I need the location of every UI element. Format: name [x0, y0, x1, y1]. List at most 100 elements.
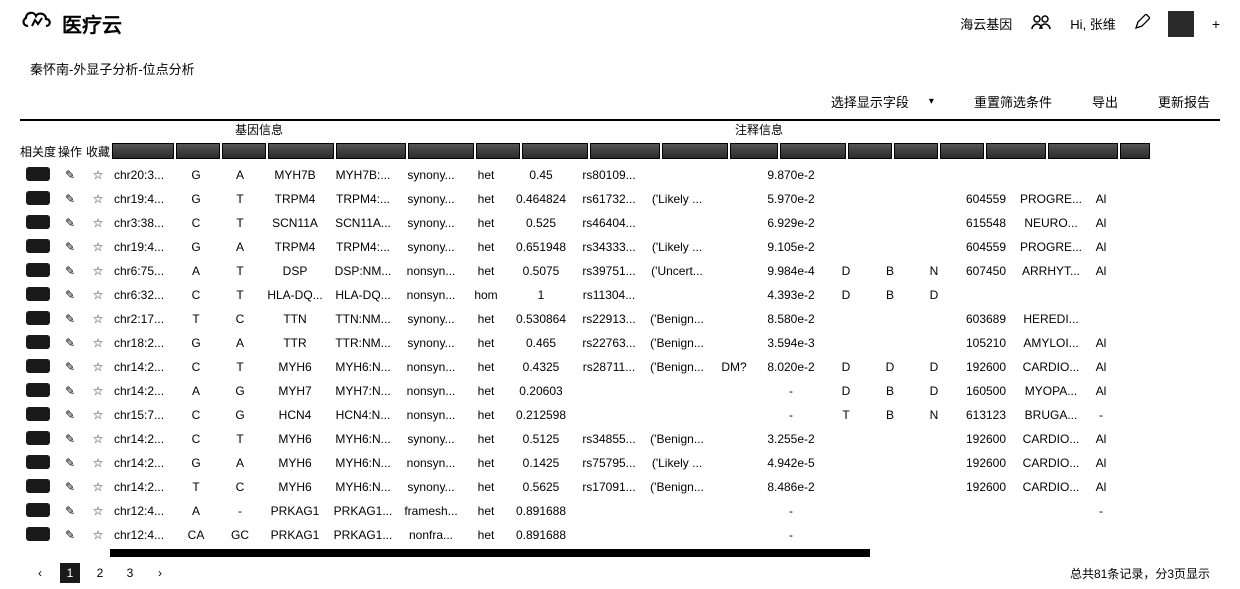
star-icon[interactable]: ☆	[93, 240, 104, 254]
star-icon[interactable]: ☆	[93, 456, 104, 470]
table-row[interactable]: ✎☆chr20:3...GAMYH7BMYH7B:...synony...het…	[20, 163, 1220, 187]
edit-icon[interactable]: ✎	[65, 528, 75, 542]
org-name[interactable]: 海云基因	[960, 14, 1012, 33]
table-row[interactable]: ✎☆chr19:4...GATRPM4TRPM4:...synony...het…	[20, 235, 1220, 259]
column-header[interactable]	[1120, 143, 1150, 159]
pager-page-3[interactable]: 3	[120, 563, 140, 583]
horizontal-scrollbar[interactable]	[110, 549, 870, 557]
refresh-button[interactable]: 更新报告	[1158, 92, 1210, 111]
star-icon[interactable]: ☆	[93, 336, 104, 350]
export-button[interactable]: 导出	[1092, 92, 1118, 111]
column-header[interactable]	[336, 143, 406, 159]
edit-icon[interactable]: ✎	[65, 480, 75, 494]
cell-omim: 615548	[956, 216, 1016, 230]
edit-icon[interactable]: ✎	[65, 288, 75, 302]
column-header[interactable]	[268, 143, 334, 159]
cell-zyg: het	[464, 192, 508, 206]
star-icon[interactable]: ☆	[93, 432, 104, 446]
table-row[interactable]: ✎☆chr3:38...CTSCN11ASCN11A...synony...he…	[20, 211, 1220, 235]
table-row[interactable]: ✎☆chr14:2...TCMYH6MYH6:N...synony...het0…	[20, 475, 1220, 499]
table-row[interactable]: ✎☆chr14:2...GAMYH6MYH6:N...nonsyn...het0…	[20, 451, 1220, 475]
pager-next[interactable]: ›	[150, 563, 170, 583]
star-icon[interactable]: ☆	[93, 216, 104, 230]
column-header[interactable]	[986, 143, 1046, 159]
dark-square-button[interactable]	[1168, 11, 1194, 37]
pen-icon[interactable]	[1134, 14, 1150, 33]
star-icon[interactable]: ☆	[93, 288, 104, 302]
table-row[interactable]: ✎☆chr15:7...CGHCN4HCN4:N...nonsyn...het0…	[20, 403, 1220, 427]
table-row[interactable]: ✎☆chr14:2...CTMYH6MYH6:N...synony...het0…	[20, 427, 1220, 451]
column-header[interactable]	[176, 143, 220, 159]
table-row[interactable]: ✎☆chr12:4...CAGCPRKAG1PRKAG1...nonfra...…	[20, 523, 1220, 547]
edit-icon[interactable]: ✎	[65, 336, 75, 350]
header-operate[interactable]: 操作	[56, 143, 84, 160]
table-row[interactable]: ✎☆chr19:4...GTTRPM4TRPM4:...synony...het…	[20, 187, 1220, 211]
column-header[interactable]	[940, 143, 984, 159]
edit-icon[interactable]: ✎	[65, 504, 75, 518]
column-header[interactable]	[408, 143, 474, 159]
edit-icon[interactable]: ✎	[65, 264, 75, 278]
star-icon[interactable]: ☆	[93, 192, 104, 206]
column-header[interactable]	[476, 143, 520, 159]
cell-gene: TTN	[262, 312, 328, 326]
cell-p1: D	[824, 288, 868, 302]
column-header[interactable]	[894, 143, 938, 159]
edit-icon[interactable]: ✎	[65, 240, 75, 254]
header-favorite[interactable]: 收藏	[84, 143, 112, 160]
star-icon[interactable]: ☆	[93, 528, 104, 542]
reset-filter-button[interactable]: 重置筛选条件	[974, 92, 1052, 111]
plus-icon[interactable]: +	[1212, 16, 1220, 32]
star-icon[interactable]: ☆	[93, 408, 104, 422]
cell-ex: Al	[1086, 192, 1116, 206]
cell-gene: TTR	[262, 336, 328, 350]
column-header[interactable]	[662, 143, 728, 159]
pager-page-2[interactable]: 2	[90, 563, 110, 583]
column-header[interactable]	[522, 143, 588, 159]
table-row[interactable]: ✎☆chr6:75...ATDSPDSP:NM...nonsyn...het0.…	[20, 259, 1220, 283]
star-icon[interactable]: ☆	[93, 264, 104, 278]
star-icon[interactable]: ☆	[93, 480, 104, 494]
star-icon[interactable]: ☆	[93, 168, 104, 182]
cell-chr: chr14:2...	[112, 384, 174, 398]
edit-icon[interactable]: ✎	[65, 432, 75, 446]
cell-ex: -	[1086, 504, 1116, 518]
edit-icon[interactable]: ✎	[65, 216, 75, 230]
star-icon[interactable]: ☆	[93, 360, 104, 374]
column-header[interactable]	[1048, 143, 1118, 159]
table-row[interactable]: ✎☆chr18:2...GATTRTTR:NM...synony...het0.…	[20, 331, 1220, 355]
table-row[interactable]: ✎☆chr14:2...CTMYH6MYH6:N...nonsyn...het0…	[20, 355, 1220, 379]
edit-icon[interactable]: ✎	[65, 192, 75, 206]
column-header[interactable]	[780, 143, 846, 159]
edit-icon[interactable]: ✎	[65, 384, 75, 398]
edit-icon[interactable]: ✎	[65, 360, 75, 374]
cell-zyg: het	[464, 408, 508, 422]
star-icon[interactable]: ☆	[93, 384, 104, 398]
header-relevance[interactable]: 相关度	[20, 143, 56, 160]
cell-alt: T	[218, 264, 262, 278]
users-icon[interactable]	[1030, 14, 1052, 33]
column-header[interactable]	[222, 143, 266, 159]
table-row[interactable]: ✎☆chr6:32...CTHLA-DQ...HLA-DQ...nonsyn..…	[20, 283, 1220, 307]
edit-icon[interactable]: ✎	[65, 168, 75, 182]
star-icon[interactable]: ☆	[93, 312, 104, 326]
cell-ex: Al	[1086, 456, 1116, 470]
cell-alt: G	[218, 384, 262, 398]
cell-chr: chr6:75...	[112, 264, 174, 278]
edit-icon[interactable]: ✎	[65, 312, 75, 326]
column-header[interactable]	[112, 143, 174, 159]
pager-prev[interactable]: ‹	[30, 563, 50, 583]
pager-page-1[interactable]: 1	[60, 563, 80, 583]
table-row[interactable]: ✎☆chr2:17...TCTTNTTN:NM...synony...het0.…	[20, 307, 1220, 331]
cell-alt: -	[218, 504, 262, 518]
cell-alt: A	[218, 456, 262, 470]
edit-icon[interactable]: ✎	[65, 408, 75, 422]
edit-icon[interactable]: ✎	[65, 456, 75, 470]
star-icon[interactable]: ☆	[93, 504, 104, 518]
table-row[interactable]: ✎☆chr14:2...AGMYH7MYH7:N...nonsyn...het0…	[20, 379, 1220, 403]
column-header[interactable]	[730, 143, 778, 159]
table-row[interactable]: ✎☆chr12:4...A-PRKAG1PRKAG1...framesh...h…	[20, 499, 1220, 523]
select-fields-dropdown[interactable]: 选择显示字段 ▾	[831, 92, 934, 111]
column-header[interactable]	[848, 143, 892, 159]
cell-af: 0.5075	[508, 264, 574, 278]
column-header[interactable]	[590, 143, 660, 159]
